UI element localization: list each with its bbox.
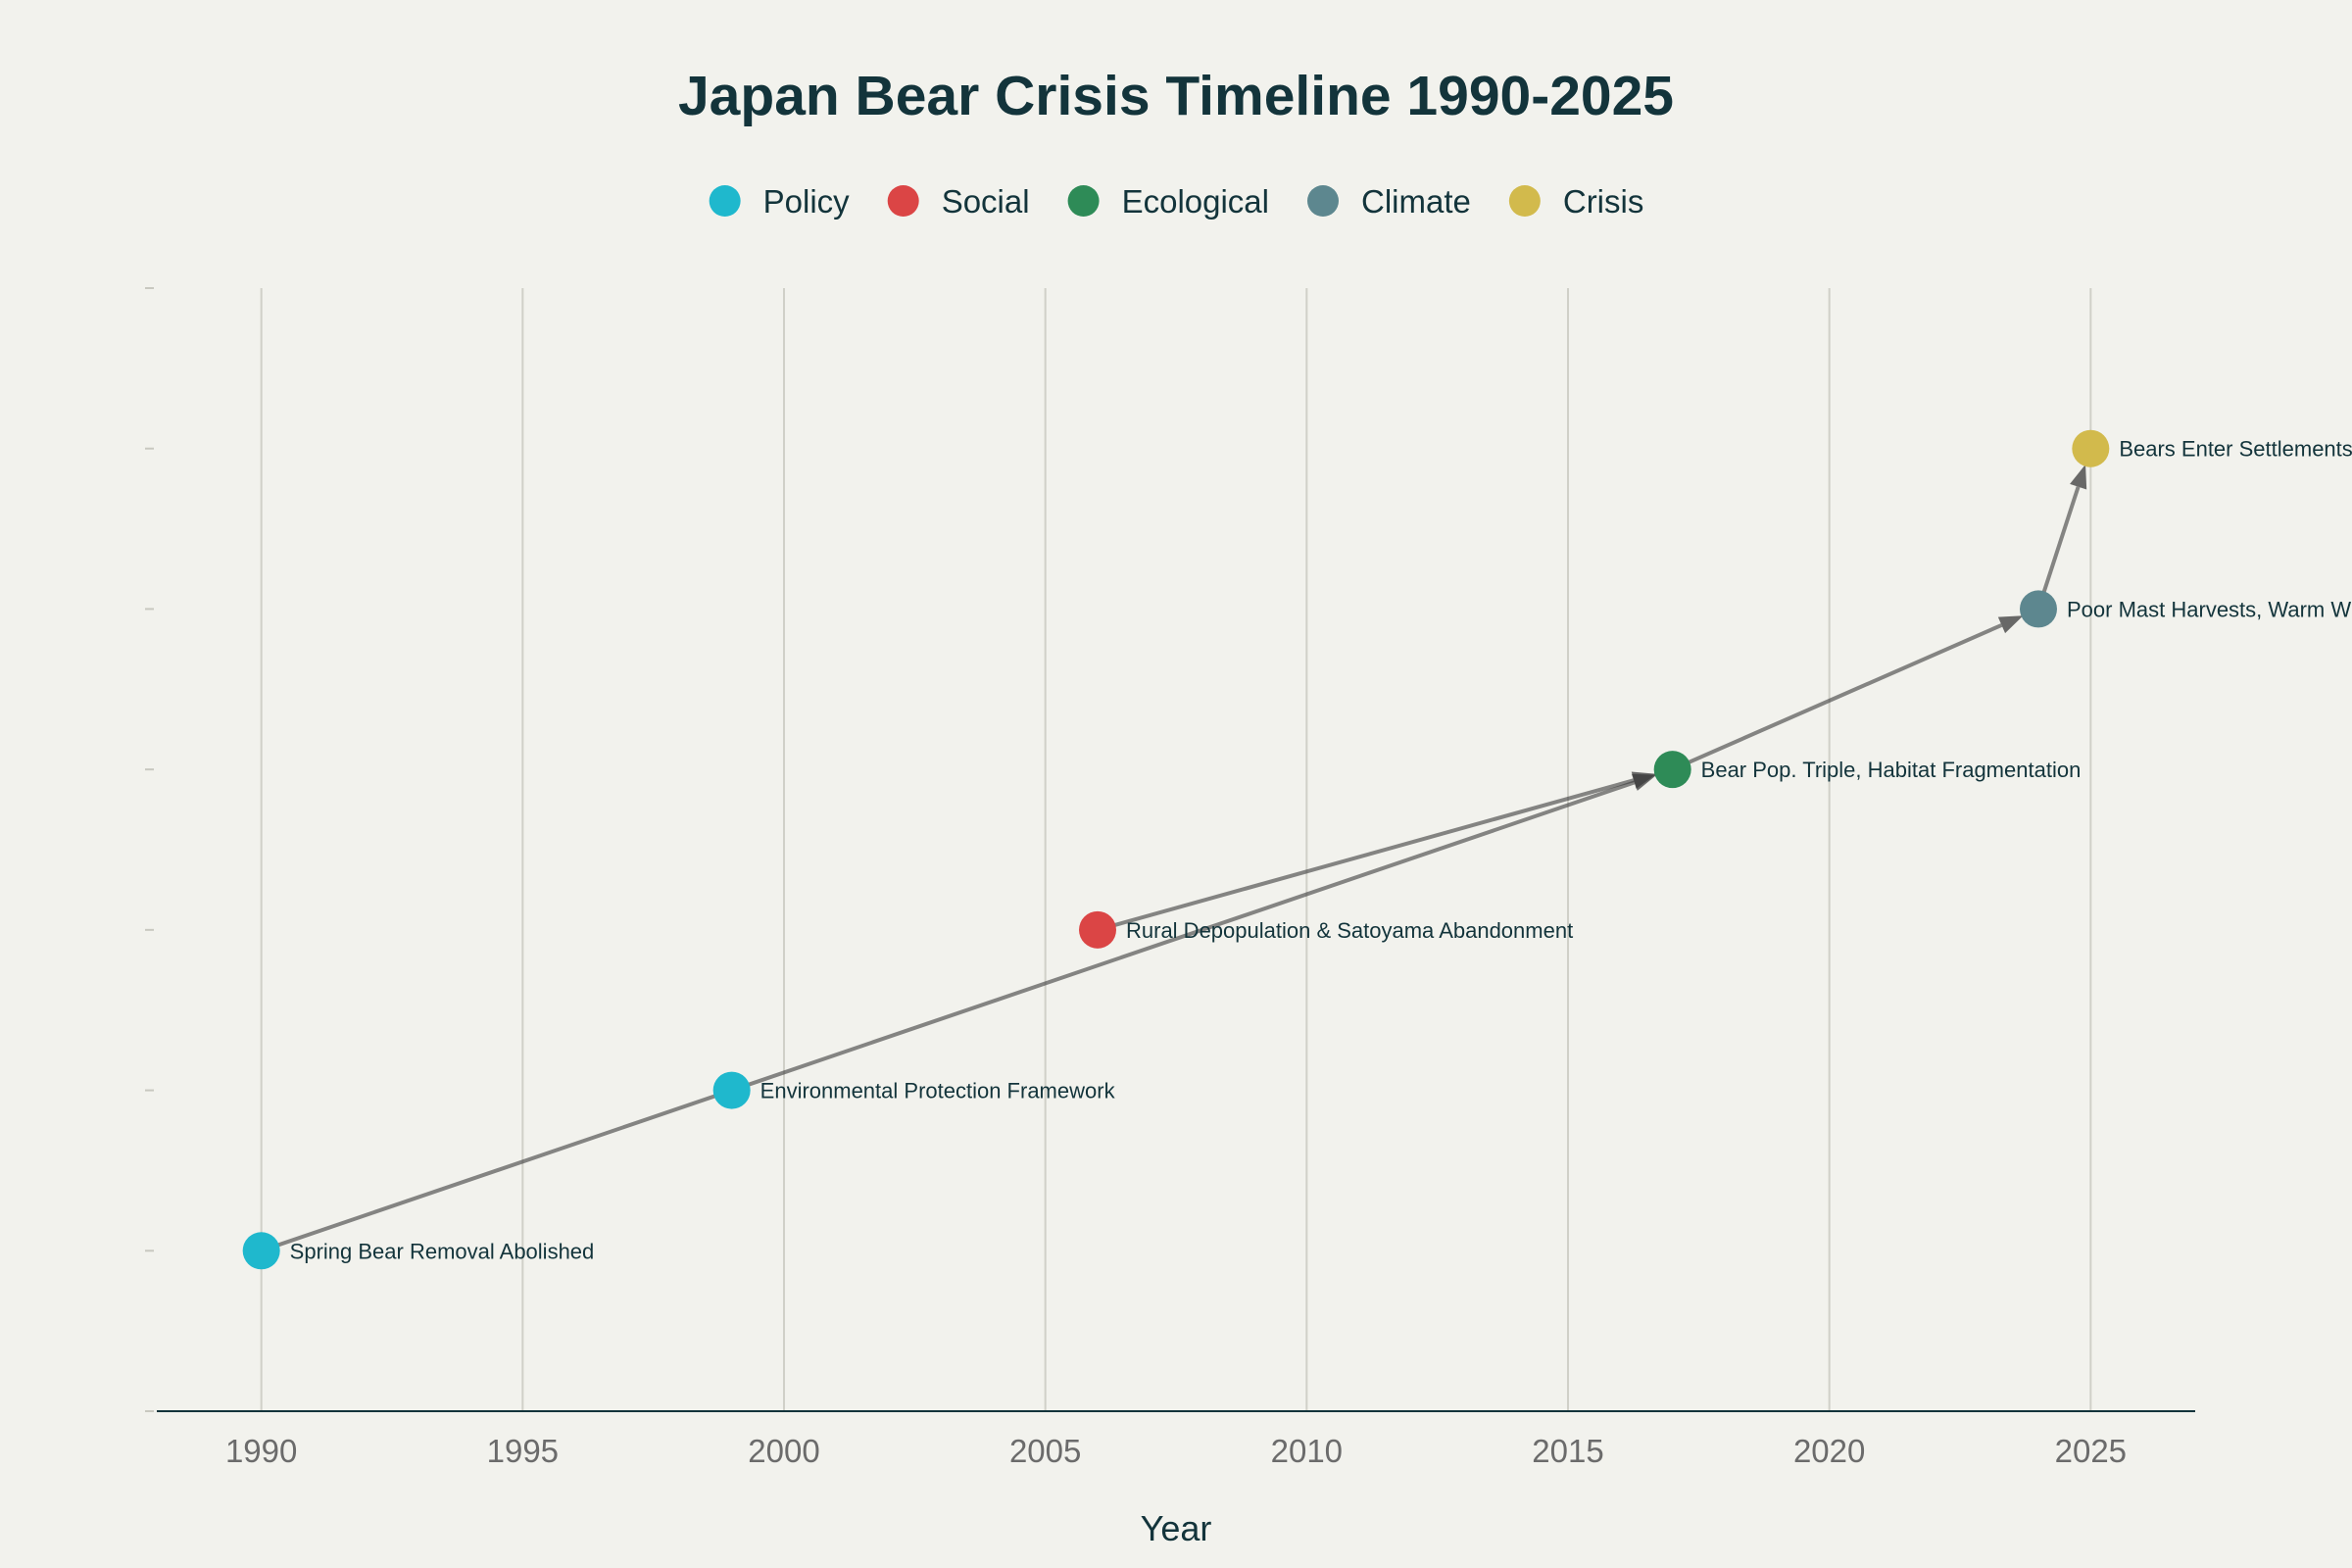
legend-item-policy[interactable]: Policy <box>709 183 851 220</box>
legend-item-crisis[interactable]: Crisis <box>1508 183 1643 220</box>
arrow-shaft <box>268 780 1636 1250</box>
x-tick-label: 2020 <box>1793 1433 1865 1469</box>
chart-title: Japan Bear Crisis Timeline 1990-2025 <box>678 65 1674 127</box>
event-points <box>242 429 2110 1270</box>
y-axis-ticks <box>145 287 154 1412</box>
event-point-ecological[interactable] <box>1653 751 1691 789</box>
legend-marker <box>1307 185 1339 217</box>
legend: Policy Social Ecological Climate Crisis <box>709 183 1643 220</box>
event-label: Poor Mast Harvests, Warm Winters <box>2067 597 2352 621</box>
arrow-shaft <box>1679 623 2003 768</box>
arrow-head <box>1631 771 1657 789</box>
event-labels: Spring Bear Removal Abolished Environment… <box>290 437 2352 1264</box>
legend-label: Ecological <box>1122 183 1269 220</box>
legend-marker <box>1067 185 1100 217</box>
arrow-shaft <box>2038 486 2081 603</box>
arrow <box>1679 615 2024 768</box>
legend-item-social[interactable]: Social <box>887 183 1030 220</box>
event-label: Spring Bear Removal Abolished <box>290 1239 595 1263</box>
legend-marker <box>709 185 741 217</box>
arrow-head <box>1997 615 2024 634</box>
arrow <box>268 773 1657 1250</box>
event-point-climate[interactable] <box>2020 590 2057 628</box>
event-point-policy[interactable] <box>712 1071 751 1109</box>
event-label: Bear Pop. Triple, Habitat Fragmentation <box>1701 758 2082 782</box>
event-label: Environmental Protection Framework <box>760 1079 1116 1103</box>
arrow <box>1104 771 1657 930</box>
x-tick-label: 2015 <box>1532 1433 1603 1469</box>
legend-item-ecological[interactable]: Ecological <box>1067 183 1269 220</box>
x-tick-label: 2000 <box>748 1433 819 1469</box>
event-point-crisis[interactable] <box>2072 429 2110 467</box>
event-point-policy[interactable] <box>242 1232 280 1270</box>
grid <box>260 288 2092 1411</box>
legend-label: Policy <box>763 183 851 220</box>
arrows <box>268 464 2087 1250</box>
legend-item-climate[interactable]: Climate <box>1307 183 1471 220</box>
legend-label: Crisis <box>1563 183 1643 220</box>
x-axis-tick-labels: 1990 1995 2000 2005 2010 2015 2020 2025 <box>225 1433 2127 1469</box>
x-axis-label: Year <box>1141 1508 1212 1548</box>
event-label: Bears Enter Settlements <box>2119 437 2352 462</box>
legend-marker <box>1508 185 1541 217</box>
x-tick-label: 2010 <box>1271 1433 1343 1469</box>
legend-marker <box>887 185 919 217</box>
x-tick-label: 2025 <box>2055 1433 2127 1469</box>
legend-label: Social <box>942 183 1030 220</box>
x-tick-label: 1990 <box>225 1433 297 1469</box>
event-label: Rural Depopulation & Satoyama Abandonmen… <box>1126 918 1573 943</box>
plot-area: Spring Bear Removal Abolished Environment… <box>242 429 2352 1270</box>
x-tick-label: 2005 <box>1009 1433 1081 1469</box>
arrow-head <box>2070 464 2087 490</box>
x-tick-label: 1995 <box>487 1433 559 1469</box>
event-point-social[interactable] <box>1079 910 1116 949</box>
arrow <box>2038 464 2087 603</box>
arrow-shaft <box>1104 778 1635 930</box>
legend-label: Climate <box>1361 183 1471 220</box>
